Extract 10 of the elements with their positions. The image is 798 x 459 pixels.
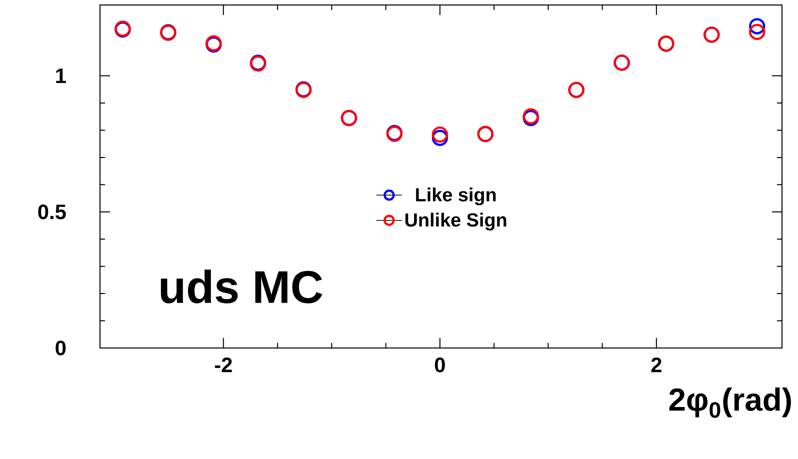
legend-label: Like sign — [416, 188, 496, 206]
annotation: uds MC — [160, 270, 322, 304]
x-tick-label: -2 — [214, 358, 232, 372]
x-axis-title: 2φ$_{0}$(rad) — [669, 388, 791, 418]
y-tick-label: 0.5 — [38, 204, 66, 220]
y-tick-label: 1 — [56, 68, 66, 83]
x-tick-label: 2 — [651, 358, 662, 372]
y-tick-label: 0 — [56, 340, 66, 356]
legend-label: Unlike Sign — [405, 212, 506, 230]
x-tick-label: 0 — [434, 358, 445, 372]
